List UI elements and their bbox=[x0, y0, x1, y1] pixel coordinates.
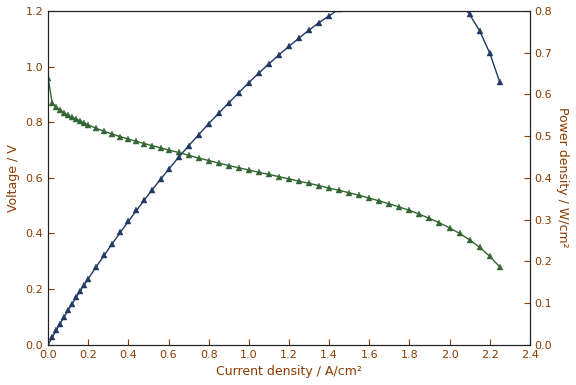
X-axis label: Current density / A/cm²: Current density / A/cm² bbox=[216, 365, 362, 378]
Y-axis label: Voltage / V: Voltage / V bbox=[7, 144, 20, 212]
Y-axis label: Power density / W/cm²: Power density / W/cm² bbox=[556, 107, 569, 248]
